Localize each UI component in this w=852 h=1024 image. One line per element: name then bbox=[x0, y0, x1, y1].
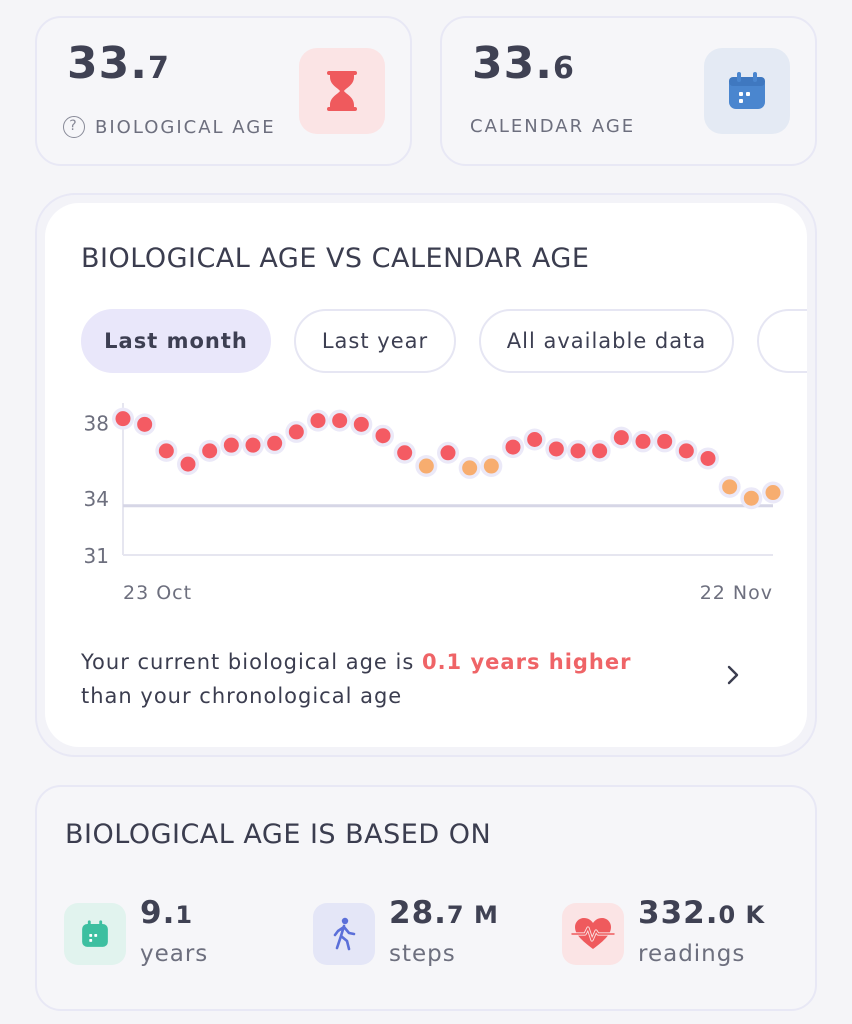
data-point bbox=[462, 460, 478, 476]
data-point bbox=[332, 413, 348, 429]
data-point bbox=[483, 458, 499, 474]
data-point bbox=[505, 439, 521, 455]
data-point bbox=[527, 432, 543, 448]
metric-steps-value: 28.7 M bbox=[389, 895, 499, 931]
calendar-age-value: 33.6 bbox=[472, 38, 575, 89]
data-point bbox=[245, 437, 261, 453]
walking-icon bbox=[313, 903, 375, 965]
data-point bbox=[158, 443, 174, 459]
data-point bbox=[223, 437, 239, 453]
filter-more[interactable] bbox=[757, 309, 807, 373]
data-point bbox=[267, 435, 283, 451]
x-end-label: 22 Nov bbox=[700, 582, 773, 604]
data-point bbox=[353, 416, 369, 432]
question-icon[interactable]: ? bbox=[63, 116, 85, 138]
calendar-icon bbox=[704, 48, 790, 134]
heart-pulse-icon bbox=[562, 903, 624, 965]
metric-readings-unit: readings bbox=[638, 941, 746, 967]
y-tick-label: 34 bbox=[84, 487, 109, 511]
data-point bbox=[288, 424, 304, 440]
metric-years-unit: years bbox=[140, 941, 209, 967]
data-point bbox=[570, 443, 586, 459]
chevron-right-icon[interactable] bbox=[725, 663, 741, 691]
data-point bbox=[440, 445, 456, 461]
data-point bbox=[137, 416, 153, 432]
age-comparison-card: BIOLOGICAL AGE VS CALENDAR AGE Last mont… bbox=[45, 203, 807, 747]
based-on-card: BIOLOGICAL AGE IS BASED ON 9.1 years 28.… bbox=[35, 785, 817, 1011]
data-point bbox=[613, 430, 629, 446]
age-comparison-section: BIOLOGICAL AGE VS CALENDAR AGE Last mont… bbox=[35, 193, 817, 757]
data-point bbox=[548, 441, 564, 457]
metric-steps-unit: steps bbox=[389, 941, 456, 967]
biological-age-value: 33.7 bbox=[67, 38, 170, 89]
hourglass-icon bbox=[299, 48, 385, 134]
y-tick-label: 38 bbox=[84, 411, 109, 435]
age-difference-highlight: 0.1 years higher bbox=[421, 650, 632, 674]
biological-age-label: BIOLOGICAL AGE bbox=[95, 116, 276, 138]
calendar-age-card[interactable]: 33.6 CALENDAR AGE bbox=[440, 16, 817, 166]
biological-age-label-row: ? BIOLOGICAL AGE bbox=[63, 116, 276, 138]
data-point bbox=[115, 411, 131, 427]
metric-readings-value: 332.0 K bbox=[638, 895, 766, 931]
data-point bbox=[180, 456, 196, 472]
biological-age-card[interactable]: 33.7 ? BIOLOGICAL AGE bbox=[35, 16, 412, 166]
x-start-label: 23 Oct bbox=[123, 582, 192, 604]
y-tick-label: 31 bbox=[84, 544, 109, 568]
metric-years-value: 9.1 bbox=[140, 895, 194, 931]
data-point bbox=[635, 433, 651, 449]
calendar-age-label: CALENDAR AGE bbox=[470, 116, 636, 137]
data-point bbox=[397, 445, 413, 461]
data-point bbox=[765, 485, 781, 501]
data-point bbox=[743, 490, 759, 506]
age-summary-text[interactable]: Your current biological age is 0.1 years… bbox=[81, 650, 632, 708]
filter-all-data[interactable]: All available data bbox=[479, 309, 734, 373]
calendar-icon bbox=[64, 903, 126, 965]
data-point bbox=[418, 458, 434, 474]
data-point bbox=[700, 450, 716, 466]
filter-last-year[interactable]: Last year bbox=[294, 309, 456, 373]
age-scatter-chart: 38 34 31 23 Oct 22 Nov bbox=[84, 403, 784, 604]
data-point bbox=[722, 479, 738, 495]
filter-last-month[interactable]: Last month bbox=[81, 309, 271, 373]
data-point bbox=[592, 443, 608, 459]
data-point bbox=[678, 443, 694, 459]
data-point bbox=[202, 443, 218, 459]
data-point bbox=[375, 428, 391, 444]
data-point bbox=[310, 413, 326, 429]
based-on-title: BIOLOGICAL AGE IS BASED ON bbox=[65, 819, 492, 850]
chart-title: BIOLOGICAL AGE VS CALENDAR AGE bbox=[81, 243, 590, 274]
data-point bbox=[657, 433, 673, 449]
